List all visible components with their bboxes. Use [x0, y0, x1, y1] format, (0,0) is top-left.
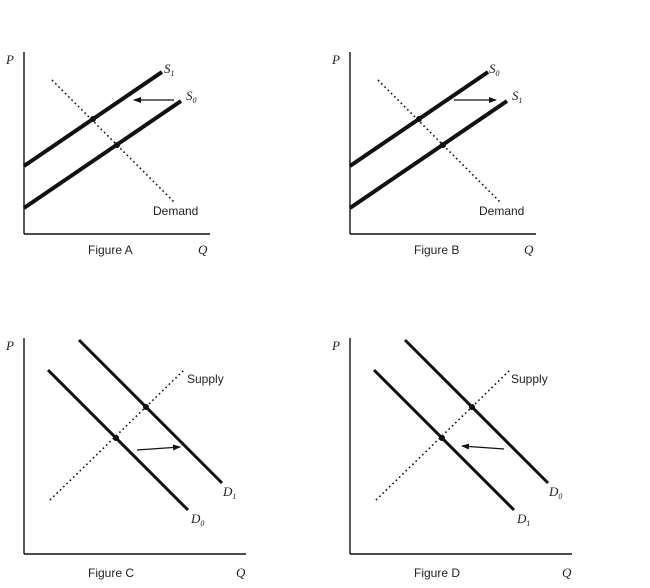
- figure-a-demand-line: [51, 79, 176, 204]
- figure-c-equilibrium-1: [143, 404, 149, 410]
- figure-d-equilibrium-1: [439, 435, 445, 441]
- figure-b-s0-label: S0: [489, 61, 500, 78]
- figure-b-demand-label: Demand: [479, 204, 524, 218]
- figure-a-s1-label: S1: [164, 61, 175, 78]
- figure-c-d1-line: [77, 338, 224, 485]
- figure-b-axis-q: Q: [524, 242, 534, 257]
- figure-d-d1-label: D1: [516, 511, 530, 528]
- figure-c-d1-label: D1: [222, 484, 236, 501]
- figure-d: P Q Figure D Supply D0 D1: [331, 338, 572, 580]
- figure-b-axis-p: P: [331, 52, 340, 67]
- figure-c-supply-line: [49, 369, 185, 501]
- figure-b-demand-line: [377, 79, 502, 204]
- figure-c: P Q Figure C Supply D1 D0: [5, 338, 246, 580]
- figure-c-equilibrium-0: [113, 435, 119, 441]
- figure-c-axes: [23, 338, 246, 555]
- figure-c-shift-arrow: [136, 444, 181, 451]
- figure-d-axes: [349, 338, 572, 555]
- figure-d-shift-arrow: [461, 443, 505, 450]
- figure-a-axes: [23, 52, 210, 235]
- figure-c-supply-label: Supply: [187, 372, 224, 386]
- figure-a-demand-label: Demand: [153, 204, 198, 218]
- figure-c-caption: Figure C: [88, 566, 134, 580]
- figure-a-equilibrium-0: [114, 142, 120, 148]
- figure-b-s1-line: [348, 99, 509, 210]
- figure-a-s0-label: S0: [186, 88, 197, 105]
- figure-b-caption: Figure B: [414, 243, 459, 257]
- figure-d-caption: Figure D: [414, 566, 460, 580]
- figure-d-supply-line: [375, 369, 511, 501]
- figure-a: P Q Figure A S1 S0 Demand: [5, 52, 210, 257]
- figure-b-equilibrium-0: [416, 116, 422, 122]
- figure-a-equilibrium-1: [90, 116, 96, 122]
- figure-d-supply-label: Supply: [511, 372, 548, 386]
- figure-d-axis-q: Q: [562, 565, 572, 580]
- figure-a-axis-q: Q: [198, 242, 208, 257]
- figure-b-s1-label: S1: [512, 88, 523, 105]
- figure-c-d0-label: D0: [190, 511, 204, 528]
- figure-a-caption: Figure A: [88, 243, 133, 257]
- figure-b-axes: [349, 52, 536, 235]
- figure-b: P Q Figure B S0 S1 Demand: [331, 52, 536, 257]
- figure-d-axis-p: P: [331, 338, 340, 353]
- figure-b-equilibrium-1: [440, 142, 446, 148]
- figure-a-axis-p: P: [5, 52, 14, 67]
- figure-c-axis-p: P: [5, 338, 14, 353]
- figure-a-s0-line: [22, 99, 183, 210]
- figure-d-d0-label: D0: [548, 484, 562, 501]
- figure-d-d0-line: [403, 338, 550, 485]
- figure-d-equilibrium-0: [469, 404, 475, 410]
- figure-c-axis-q: Q: [236, 565, 246, 580]
